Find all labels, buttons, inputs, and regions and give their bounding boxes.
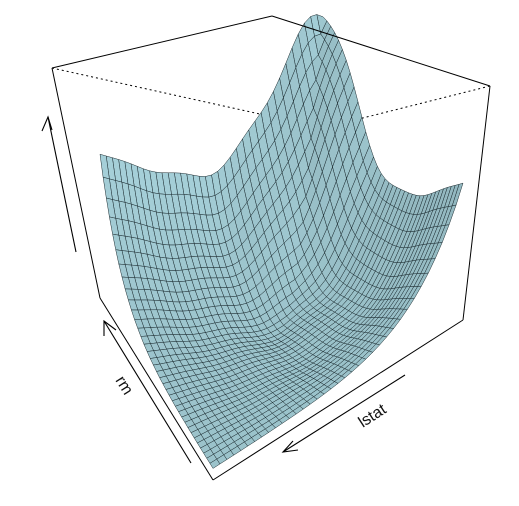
box-bottom-front-left-edge [99, 297, 214, 481]
box-right-vertical-edge [462, 85, 491, 321]
box-left-vertical-edge [51, 67, 101, 299]
surface-facet [209, 458, 221, 469]
surface-mesh [99, 14, 464, 469]
box-top-right-edge [271, 15, 491, 87]
rm-axis-label: rm [112, 373, 136, 398]
z-axis-arrow [41, 115, 77, 253]
box-back-right-top-edge [322, 85, 491, 129]
lstat-axis-label: lstat [356, 401, 390, 432]
box-top-front-edge [51, 15, 273, 69]
lstat-axis-arrow [281, 374, 406, 453]
rm-axis-arrow [103, 319, 192, 464]
box-bottom-front-right-edge [212, 319, 464, 481]
